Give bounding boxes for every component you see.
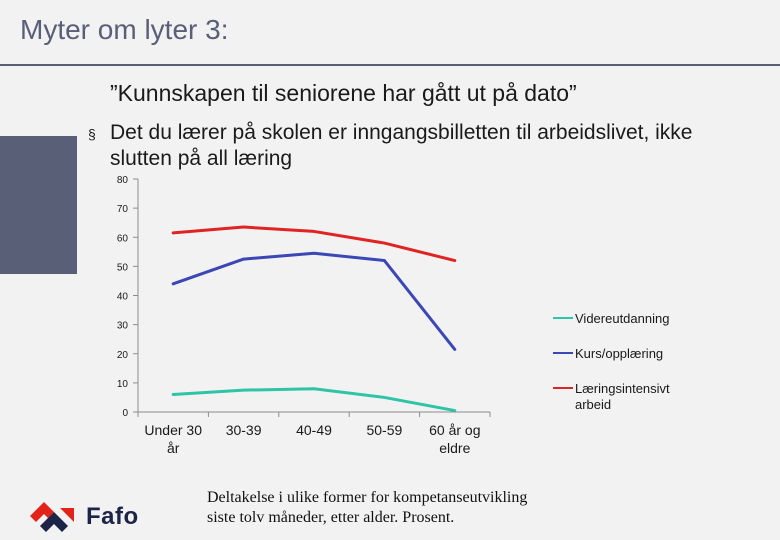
caption-line-1: Deltakelse i ulike former for kompetanse… [207,489,528,506]
y-tick-label: 40 [117,292,129,303]
y-tick-label: 50 [117,262,129,273]
y-tick-label: 80 [117,175,129,186]
accent-block [0,136,77,274]
y-tick-label: 60 [117,233,129,244]
series-line [171,225,457,263]
caption-line-2: siste tolv måneder, etter alder. Prosent… [207,509,455,526]
y-tick-label: 20 [117,350,129,361]
logo-text: Fafo [86,503,139,530]
series-line [171,251,457,351]
x-tick-label: 40-49 [296,422,332,438]
x-tick-label: 50-59 [366,422,402,438]
bullet-text: Det du lærer på skolen er inngangsbillet… [110,121,693,170]
fafo-logo-icon [30,502,74,532]
y-tick-label: 0 [122,408,128,419]
chart-caption: Deltakelse i ulike former for kompetanse… [207,488,627,528]
x-tick-label: 30-39 [226,422,262,438]
legend-label: Videreutdanning [575,311,669,326]
series-line [171,387,457,413]
legend-label: Kurs/opplæring [575,346,663,361]
quote-text: ”Kunnskapen til seniorene har gått ut på… [110,80,577,106]
x-tick-label: Under 30 år [144,422,202,456]
slide-title: Myter om lyter 3: [20,14,229,45]
y-tick-label: 70 [117,204,129,215]
y-tick-label: 30 [117,321,129,332]
x-tick-label: 60 år og eldre [429,422,480,456]
y-tick-label: 10 [117,379,129,390]
legend-label: Læringsintensivt arbeid [575,381,670,412]
bullet-icon: § [88,126,96,142]
title-underline [0,64,780,66]
